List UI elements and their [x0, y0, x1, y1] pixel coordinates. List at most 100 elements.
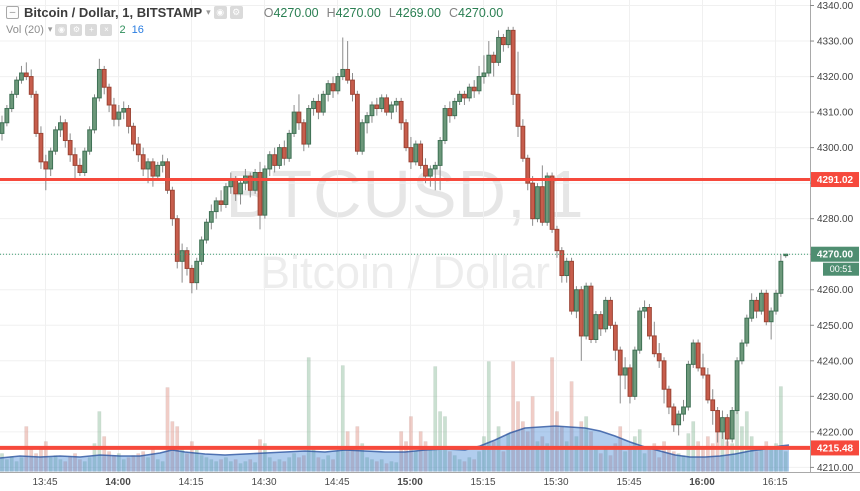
volume-bar	[107, 451, 112, 472]
volume-bar	[223, 457, 228, 472]
eye-icon[interactable]: ◉	[55, 23, 68, 36]
add-icon[interactable]: +	[85, 23, 98, 36]
volume-bar	[452, 455, 457, 472]
volume-bar	[394, 462, 399, 472]
candle-down	[408, 147, 414, 163]
price-tick-label: 4250.00	[817, 321, 854, 332]
gear-icon[interactable]: ⚙	[229, 6, 243, 19]
candle-down	[247, 175, 253, 191]
volume-bar	[199, 455, 204, 472]
volume-bar	[209, 459, 214, 472]
candle-up	[325, 83, 331, 95]
volume-bar	[564, 441, 569, 472]
volume-bar	[384, 463, 389, 472]
price-tick-label: 4330.00	[817, 37, 854, 48]
candle-up	[82, 150, 88, 173]
candle-up	[320, 93, 326, 113]
candle-up	[637, 310, 643, 351]
candle-down	[471, 86, 477, 92]
volume-bar	[705, 436, 710, 472]
volume-bar	[472, 459, 477, 472]
candle-down	[62, 122, 68, 142]
volume-bar	[160, 461, 165, 472]
volume-bar	[598, 453, 603, 472]
candle-up	[773, 292, 779, 312]
candle-down	[724, 417, 730, 440]
volume-bar	[744, 411, 749, 472]
candle-down	[233, 179, 239, 195]
volume-indicator-label[interactable]: Vol (20)	[6, 23, 44, 36]
close-icon[interactable]: ×	[100, 23, 113, 36]
volume-bar	[272, 461, 277, 472]
candle-up	[252, 171, 258, 191]
volume-bar	[292, 453, 297, 472]
candle-up	[603, 299, 609, 330]
candle-up	[286, 132, 292, 159]
volume-bar	[326, 455, 331, 472]
candle-up	[442, 108, 448, 142]
volume-ma-area	[0, 426, 789, 472]
volume-bar	[331, 459, 335, 472]
candle-up	[179, 250, 185, 262]
candle-up	[389, 104, 394, 113]
candle-up	[481, 72, 487, 78]
time-tick-label: 14:00	[105, 477, 131, 488]
candle-up	[744, 317, 750, 344]
candle-up	[778, 260, 784, 294]
volume-bar	[540, 436, 545, 472]
volume-bar	[73, 453, 77, 472]
candle-down	[598, 314, 604, 330]
candle-up	[19, 72, 24, 81]
chevron-down-icon[interactable]: ▾	[206, 7, 211, 17]
volume-bar	[204, 457, 209, 472]
volume-bar	[34, 453, 39, 472]
volume-bar	[447, 451, 452, 472]
volume-bar	[657, 457, 662, 472]
candle-up	[262, 168, 268, 216]
symbol-legend-row: – Bitcoin / Dollar, 1, BITSTAMP ▾ ◉ ⚙ O4…	[6, 5, 503, 20]
volume-bar	[267, 457, 272, 472]
candle-down	[111, 104, 117, 120]
volume-bar	[82, 461, 87, 472]
candle-down	[169, 189, 175, 220]
volume-bar	[321, 459, 326, 472]
gear-icon[interactable]: ⚙	[70, 23, 83, 36]
volume-bar	[374, 461, 379, 472]
ohlc-open-label: O	[263, 5, 274, 20]
candle-down	[647, 307, 652, 337]
price-level-badge	[811, 440, 859, 456]
candle-down	[101, 68, 107, 88]
candle-down	[501, 36, 506, 46]
candle-down	[462, 93, 467, 99]
chevron-down-icon[interactable]: ▾	[47, 24, 53, 34]
volume-bar	[662, 441, 666, 472]
candle-up	[199, 239, 204, 262]
volume-bar	[253, 462, 258, 472]
candle-down	[705, 374, 711, 401]
symbol-title[interactable]: Bitcoin / Dollar, 1, BITSTAMP	[24, 5, 203, 20]
candle-up	[452, 100, 458, 117]
volume-bar	[155, 459, 160, 472]
candle-down	[150, 161, 156, 177]
candle-up	[393, 100, 399, 106]
volume-bar	[467, 457, 472, 472]
volume-bar	[0, 453, 4, 472]
volume-bar	[238, 463, 243, 472]
candle-up	[739, 342, 745, 362]
candle-down	[651, 335, 657, 355]
time-tick-label: 15:15	[470, 477, 495, 488]
volume-bar	[749, 436, 754, 472]
candle-down	[135, 143, 141, 156]
eye-icon[interactable]: ◉	[213, 6, 227, 19]
volume-bar	[783, 451, 788, 472]
ohlc-close-label: C	[448, 5, 459, 20]
legend-collapse-button[interactable]: –	[6, 6, 19, 19]
time-tick-label: 14:45	[324, 477, 349, 488]
price-tick-label: 4280.00	[817, 214, 854, 225]
time-tick-label: 15:00	[397, 477, 423, 488]
volume-bar	[623, 451, 628, 472]
candle-down	[715, 410, 720, 433]
volume-bar	[316, 457, 321, 472]
candle-down	[398, 100, 404, 124]
